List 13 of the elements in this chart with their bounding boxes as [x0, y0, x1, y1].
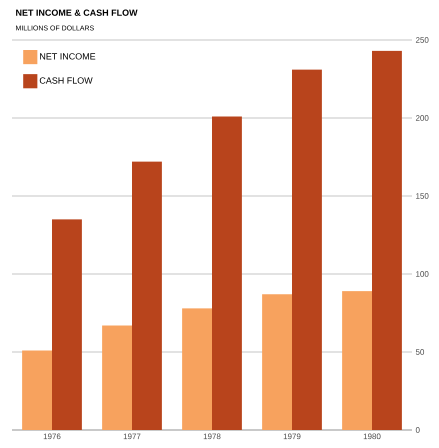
legend-label: CASH FLOW	[40, 77, 93, 84]
bar	[292, 70, 322, 430]
legend-label: NET INCOME	[40, 53, 96, 60]
bar	[182, 308, 212, 430]
bar	[372, 50, 402, 430]
chart-title: NET INCOME & CASH FLOW	[16, 10, 138, 16]
bar	[262, 294, 292, 430]
bar	[132, 162, 162, 430]
bar	[22, 350, 52, 430]
bar	[52, 219, 82, 430]
bar	[102, 325, 132, 430]
bar	[212, 116, 242, 430]
bar	[342, 291, 372, 430]
